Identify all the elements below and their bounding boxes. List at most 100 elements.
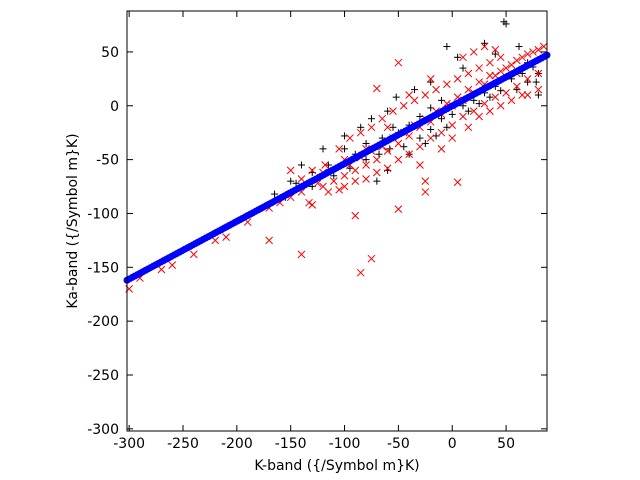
data-point-plus: [534, 91, 542, 99]
data-point-x: [486, 107, 494, 116]
data-point-x: [321, 161, 330, 169]
data-point-x: [491, 93, 500, 102]
data-point-plus: [524, 78, 532, 86]
data-point-x: [523, 74, 532, 83]
data-point-x: [437, 128, 446, 137]
y-tick-label: -200: [87, 314, 119, 330]
data-point-x: [372, 84, 381, 93]
data-point-plus: [346, 164, 354, 172]
x-tick-label: -100: [329, 436, 361, 452]
data-point-x: [189, 250, 198, 259]
data-point-x: [297, 250, 306, 259]
data-point-plus: [341, 132, 349, 140]
data-point-x: [329, 177, 338, 186]
data-point-plus: [427, 78, 435, 86]
data-point-plus: [330, 172, 338, 180]
plot-area: [126, 10, 548, 432]
data-point-x: [496, 53, 505, 62]
y-axis-label: Ka-band ({/Symbol m}K): [65, 133, 81, 308]
data-point-plus: [297, 161, 305, 169]
data-point-plus: [357, 123, 365, 131]
x-tick-label: -150: [275, 436, 307, 452]
x-axis-label: K-band ({/Symbol m}K): [254, 458, 419, 474]
data-point-x: [265, 236, 274, 245]
data-point-x: [534, 45, 543, 54]
data-point-x: [383, 147, 392, 155]
x-tick-label: -300: [113, 436, 145, 452]
data-point-x: [356, 128, 365, 137]
data-point-x: [340, 171, 349, 180]
y-tick-label: 50: [101, 45, 119, 61]
data-point-x: [507, 60, 516, 69]
data-point-x: [168, 261, 177, 270]
data-point-x: [464, 69, 473, 78]
data-point-x: [491, 45, 500, 54]
data-point-plus: [448, 110, 456, 118]
data-point-x: [459, 53, 467, 62]
data-point-plus: [287, 177, 295, 185]
data-point-x: [383, 164, 392, 173]
data-point-x: [475, 78, 484, 86]
x-tick-label: 0: [448, 436, 457, 452]
data-point-plus: [324, 161, 332, 169]
axis-ticks: -300 -250 -200 -150 -100 -50 0 50 -300 -250 -200 -1…: [87, 11, 547, 452]
data-point-x: [335, 144, 344, 153]
data-point-plus: [271, 190, 279, 198]
data-point-x: [308, 166, 317, 175]
data-point-x: [286, 166, 295, 175]
data-point-plus: [515, 43, 523, 51]
data-point-x: [372, 168, 381, 177]
x-tick-label: -50: [387, 436, 410, 452]
data-point-plus: [502, 20, 510, 28]
data-point-plus: [341, 145, 349, 153]
data-point-x: [356, 268, 365, 277]
data-point-x: [437, 144, 446, 153]
data-point-plus: [481, 39, 489, 47]
data-point-x: [539, 42, 548, 51]
data-point-x: [346, 134, 354, 142]
data-point-x: [426, 134, 435, 142]
data-point-x: [475, 112, 484, 121]
fit-series: [123, 51, 551, 284]
data-point-x: [518, 53, 527, 62]
data-point-x: [367, 254, 376, 263]
data-point-x: [324, 188, 333, 196]
data-point-plus: [443, 123, 451, 131]
data-point-x: [507, 96, 516, 105]
data-point-x: [432, 85, 440, 94]
data-point-plus: [464, 107, 472, 115]
data-point-plus: [427, 125, 435, 133]
data-point-x: [469, 48, 478, 56]
y-tick-label: -300: [87, 422, 119, 438]
data-point-x: [512, 82, 521, 91]
data-point-x: [502, 88, 510, 97]
x-tick-label: -250: [167, 436, 199, 452]
data-point-plus: [375, 150, 383, 158]
data-point-x: [464, 85, 473, 94]
data-point-plus: [319, 145, 327, 153]
data-point-plus: [411, 86, 419, 94]
data-point-x: [453, 178, 462, 187]
data-point-x: [448, 134, 457, 142]
data-point-plus: [486, 93, 494, 101]
data-point-x: [512, 56, 521, 65]
data-point-x: [480, 99, 489, 108]
data-point-plus: [362, 139, 370, 147]
data-point-plus: [392, 93, 400, 101]
data-point-x: [394, 205, 403, 214]
data-point-x: [335, 185, 344, 194]
data-point-x: [367, 123, 376, 132]
data-point-plus: [532, 78, 540, 86]
data-point-x: [523, 50, 532, 58]
y-tick-label: -150: [87, 260, 119, 276]
data-point-x: [496, 101, 505, 110]
data-point-x: [405, 91, 414, 99]
data-point-x: [486, 71, 494, 80]
data-point-x: [486, 58, 494, 67]
x-tick-label: 50: [497, 436, 515, 452]
points-layer: [123, 18, 551, 293]
data-point-plus: [459, 64, 467, 72]
y-tick-label: -100: [87, 206, 119, 222]
data-point-plus: [470, 96, 478, 104]
